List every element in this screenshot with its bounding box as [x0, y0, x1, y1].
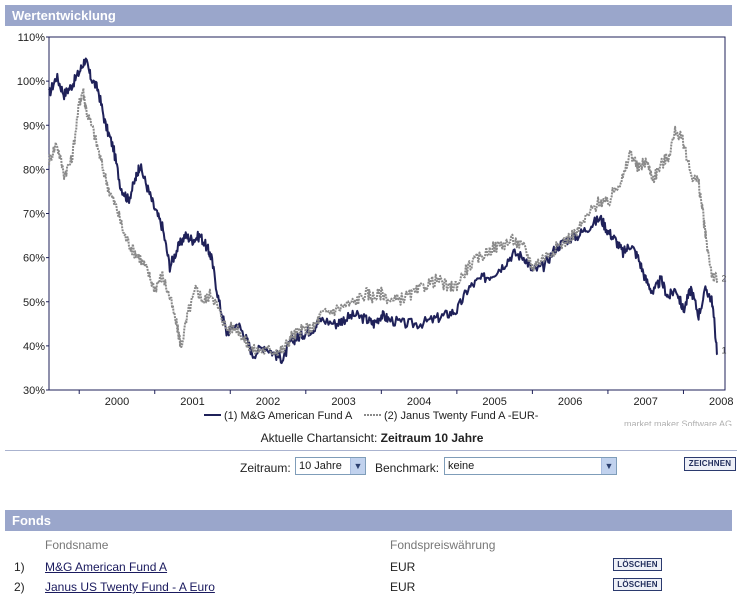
y-tick-label: 100% — [17, 76, 45, 88]
plot-area — [48, 36, 726, 391]
x-tick-label: 2000 — [105, 396, 129, 408]
x-tick-label: 2003 — [331, 396, 355, 408]
x-tick-label: 2007 — [633, 396, 657, 408]
y-tick-label: 80% — [23, 164, 45, 176]
x-tick-label: 2002 — [256, 396, 280, 408]
legend-label: (2) Janus Twenty Fund A -EUR- — [384, 410, 539, 422]
benchmark-label: Benchmark: — [375, 461, 440, 475]
y-tick-label: 110% — [18, 32, 46, 44]
draw-button[interactable]: ZEICHNEN — [684, 457, 736, 471]
x-tick-label: 2006 — [558, 396, 582, 408]
chevron-down-icon[interactable]: ▼ — [350, 458, 365, 474]
fund-index: 2) — [14, 580, 25, 594]
series-line-1 — [48, 57, 719, 365]
y-tick-label: 90% — [23, 120, 45, 132]
period-label: Zeitraum: — [240, 461, 291, 475]
chart-caption: Aktuelle Chartansicht: Zeitraum 10 Jahre — [0, 431, 744, 445]
section-header-fonds: Fonds — [5, 510, 732, 531]
fund-index: 1) — [14, 560, 25, 574]
performance-chart: 110% 100% 90% 80% 70% 60% 50% 40% 30% 2000 2001 200… — [17, 32, 734, 426]
legend-label: (1) M&G American Fund A — [224, 410, 353, 422]
y-tick-label: 70% — [23, 209, 45, 221]
watermark: market maker Software AG — [624, 419, 732, 426]
fund-currency: EUR — [390, 580, 416, 594]
series-end-marker: 2 — [721, 274, 726, 284]
x-tick-label: 2005 — [482, 396, 506, 408]
section-header-wertentwicklung: Wertentwicklung — [5, 5, 732, 26]
divider — [5, 450, 737, 451]
y-tick-label: 30% — [23, 385, 45, 397]
chevron-down-icon[interactable]: ▼ — [601, 458, 616, 474]
column-header-currency: Fondspreiswährung — [390, 538, 496, 552]
period-select-value: 10 Jahre — [299, 460, 342, 472]
fund-currency: EUR — [390, 560, 416, 574]
section-title: Wertentwicklung — [12, 8, 116, 23]
column-header-name: Fondsname — [45, 538, 109, 552]
series-line-2 — [48, 87, 719, 356]
fund-name-link[interactable]: Janus US Twenty Fund - A Euro — [45, 580, 215, 594]
y-tick-label: 50% — [23, 297, 45, 309]
y-tick-label: 40% — [23, 341, 45, 353]
series-end-marker: 1 — [721, 346, 726, 356]
period-select[interactable]: 10 Jahre ▼ — [295, 457, 366, 475]
legend: (1) M&G American Fund A (2) Janus Twenty … — [204, 410, 539, 422]
caption-value: Zeitraum 10 Jahre — [380, 431, 484, 445]
x-tick-label: 2004 — [407, 396, 431, 408]
delete-button[interactable]: LÖSCHEN — [613, 578, 662, 591]
x-tick-label: 2008 — [709, 396, 733, 408]
caption-prefix: Aktuelle Chartansicht: — [260, 431, 378, 445]
benchmark-select[interactable]: keine ▼ — [444, 457, 617, 475]
section-title: Fonds — [12, 513, 51, 528]
delete-button[interactable]: LÖSCHEN — [613, 558, 662, 571]
fund-name-link[interactable]: M&G American Fund A — [45, 560, 168, 574]
y-tick-label: 60% — [23, 253, 45, 265]
x-tick-label: 2001 — [180, 396, 204, 408]
benchmark-select-value: keine — [448, 460, 475, 472]
